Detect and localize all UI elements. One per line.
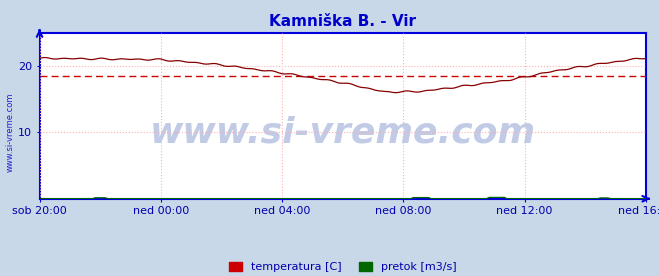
- Text: www.si-vreme.com: www.si-vreme.com: [5, 93, 14, 172]
- Legend: temperatura [C], pretok [m3/s]: temperatura [C], pretok [m3/s]: [225, 257, 461, 276]
- Text: www.si-vreme.com: www.si-vreme.com: [150, 115, 536, 150]
- Title: Kamniška B. - Vir: Kamniška B. - Vir: [269, 14, 416, 29]
